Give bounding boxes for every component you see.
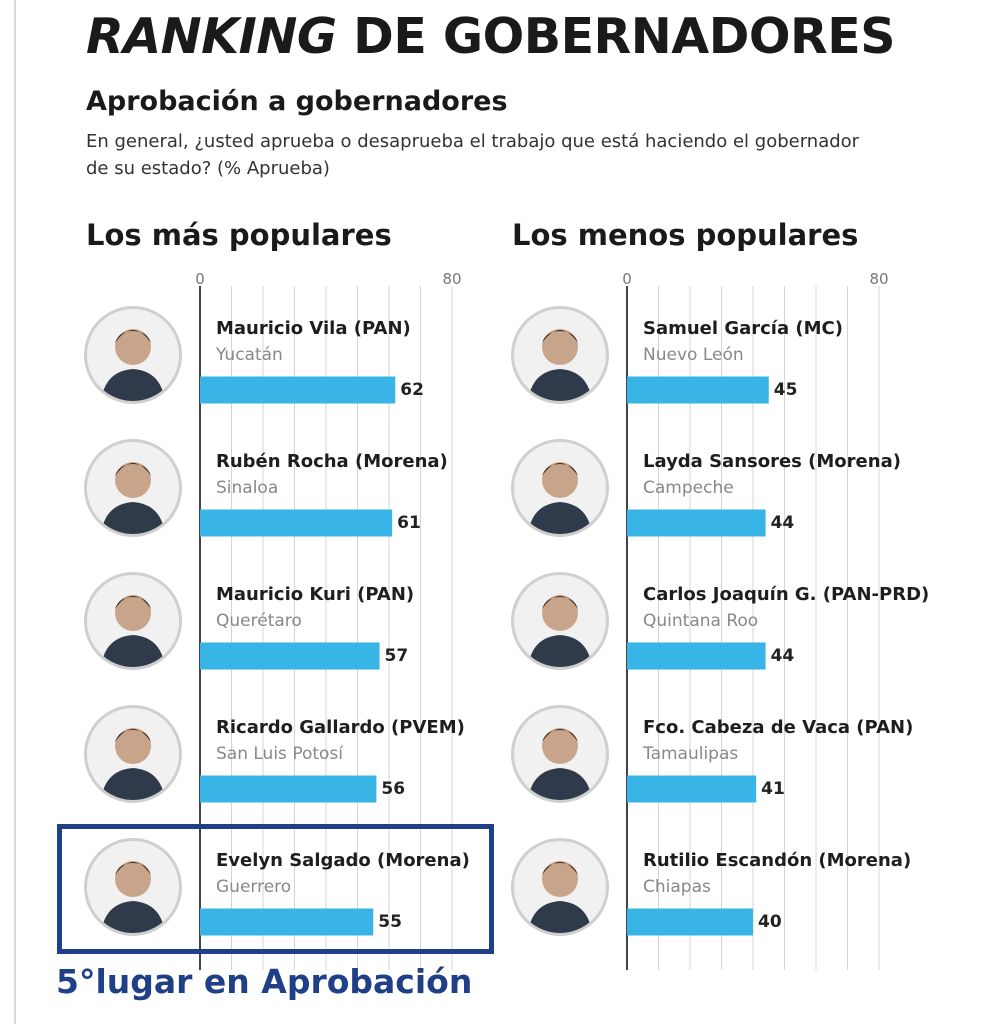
page-edge-line xyxy=(14,0,16,1024)
portrait-icon xyxy=(511,572,609,670)
bar-value-label: 45 xyxy=(773,380,798,400)
bar-value-label: 40 xyxy=(758,912,782,932)
bar-value-label: 41 xyxy=(761,779,785,799)
bar-value-label: 44 xyxy=(770,513,795,533)
bar xyxy=(627,642,766,670)
tick-label: 0 xyxy=(195,270,205,288)
governor-name: Mauricio Kuri (PAN) xyxy=(216,584,415,605)
bar xyxy=(627,509,766,537)
bar xyxy=(627,775,757,803)
governor-name: Evelyn Salgado (Morena) xyxy=(216,850,470,871)
portrait-icon xyxy=(511,439,609,537)
bar-value-label: 56 xyxy=(381,779,406,799)
governor-state: Tamaulipas xyxy=(643,744,739,764)
governor-row: Layda Sansores (Morena) Campeche 44 xyxy=(511,439,931,559)
bar xyxy=(200,642,380,670)
portrait-icon xyxy=(84,306,182,404)
governor-name: Layda Sansores (Morena) xyxy=(643,451,901,472)
governor-row: Rutilio Escandón (Morena) Chiapas 40 xyxy=(511,838,931,958)
highlight-caption: 5°lugar en Aprobación xyxy=(56,962,473,1001)
governor-name: Samuel García (MC) xyxy=(643,318,843,339)
governor-row: Fco. Cabeza de Vaca (PAN) Tamaulipas 41 xyxy=(511,705,931,825)
governor-name: Mauricio Vila (PAN) xyxy=(216,318,411,339)
tick-label: 0 xyxy=(622,270,632,288)
bar-value-label: 44 xyxy=(770,646,795,666)
portrait-icon xyxy=(84,572,182,670)
governor-state: Quintana Roo xyxy=(643,611,759,631)
bar xyxy=(200,509,393,537)
governor-state: Guerrero xyxy=(216,877,292,897)
tick-label: 80 xyxy=(442,270,461,288)
bar-value-label: 57 xyxy=(384,646,409,666)
portrait-icon xyxy=(511,306,609,404)
bar xyxy=(200,376,396,404)
survey-question: En general, ¿usted aprueba o desaprueba … xyxy=(86,131,860,179)
portrait-icon xyxy=(84,705,182,803)
page-title: RANKING DE GOBERNADORES xyxy=(86,8,896,65)
governor-row: Mauricio Vila (PAN) Yucatán 62 xyxy=(84,306,504,426)
governor-row: Ricardo Gallardo (PVEM) San Luis Potosí 56 xyxy=(84,705,504,825)
governor-state: Nuevo León xyxy=(643,345,744,365)
governor-state: Yucatán xyxy=(216,345,283,365)
highlight-box xyxy=(57,824,494,954)
bar-value-label: 61 xyxy=(397,513,421,533)
chart-svg: 0 80 xyxy=(195,270,462,970)
governor-row: Evelyn Salgado (Morena) Guerrero 55 xyxy=(84,838,504,958)
portrait-icon xyxy=(511,705,609,803)
governor-name: Carlos Joaquín G. (PAN-PRD) xyxy=(643,584,930,605)
governor-row: Rubén Rocha (Morena) Sinaloa 61 xyxy=(84,439,504,559)
governor-row: Carlos Joaquín G. (PAN-PRD) Quintana Roo 4… xyxy=(511,572,931,692)
bar xyxy=(200,775,377,803)
governor-name: Fco. Cabeza de Vaca (PAN) xyxy=(643,717,914,738)
governor-state: Chiapas xyxy=(643,877,711,897)
governor-row: Mauricio Kuri (PAN) Querétaro 57 xyxy=(84,572,504,692)
governor-state: Campeche xyxy=(643,478,734,498)
governor-state: Querétaro xyxy=(216,611,302,631)
section-title-least-popular: Los menos populares xyxy=(512,218,859,252)
portrait-icon xyxy=(511,838,609,936)
portrait-icon xyxy=(84,439,182,537)
governor-name: Rutilio Escandón (Morena) xyxy=(643,850,912,871)
governor-state: San Luis Potosí xyxy=(216,744,344,764)
governor-row: Samuel García (MC) Nuevo León 45 xyxy=(511,306,931,426)
bar-value-label: 55 xyxy=(378,912,402,932)
bar xyxy=(627,376,769,404)
governor-name: Rubén Rocha (Morena) xyxy=(216,451,448,472)
governor-name: Ricardo Gallardo (PVEM) xyxy=(216,717,465,738)
portrait-icon xyxy=(84,838,182,936)
bar xyxy=(200,908,374,936)
bar xyxy=(627,908,753,936)
tick-label: 80 xyxy=(869,270,888,288)
section-title-most-popular: Los más populares xyxy=(86,218,392,252)
page-subtitle: Aprobación a gobernadores xyxy=(86,86,508,117)
bar-value-label: 62 xyxy=(400,380,424,400)
chart-svg: 0 80 xyxy=(622,270,889,970)
governor-state: Sinaloa xyxy=(216,478,279,498)
